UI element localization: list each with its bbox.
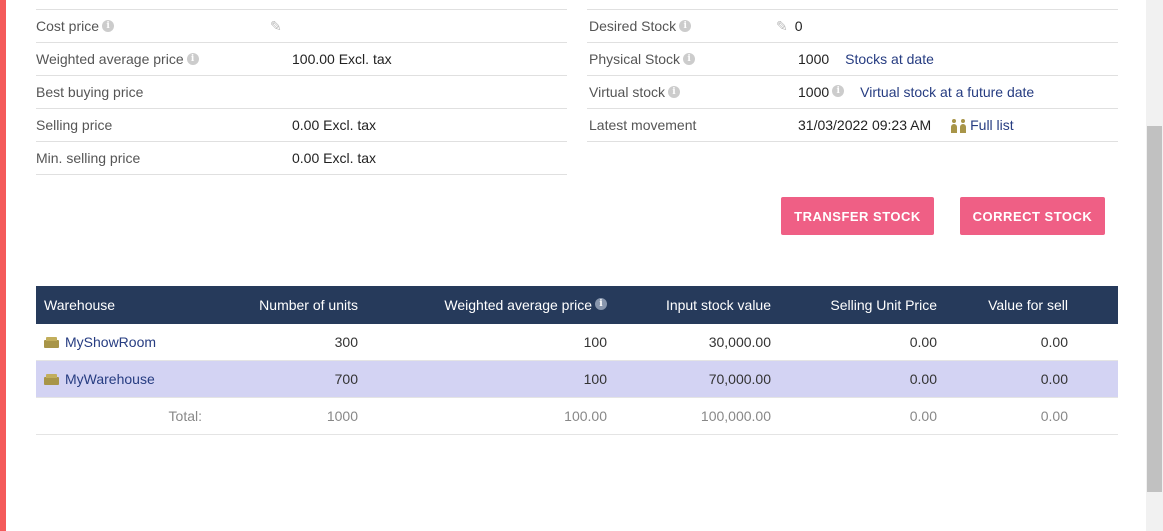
total-units: 1000 [326, 408, 358, 424]
best-buying-price-label: Best buying price [36, 84, 144, 100]
selling-price-label: Selling price [36, 117, 113, 133]
warehouse-stock-table: Warehouse Number of units Weighted avera… [36, 286, 1118, 435]
field-row-best-buying-price: Best buying price [36, 76, 567, 109]
full-list-link-wrap[interactable]: Full list [951, 117, 1014, 133]
input-value-cell: 70,000.00 [708, 371, 771, 387]
value-for-sell-cell: 0.00 [1040, 334, 1068, 350]
field-row-physical-stock: Physical Stock i 1000 Stocks at date [587, 43, 1118, 76]
total-selling-unit-price: 0.00 [909, 408, 937, 424]
warehouse-cell[interactable]: MyShowRoom [36, 324, 202, 360]
field-row-min-selling-price: Min. selling price 0.00 Excl. tax [36, 142, 567, 175]
wap-cell: 100 [583, 371, 607, 387]
table-row: MyWarehouse 700 100 70,000.00 0.00 0.00 [36, 361, 1118, 398]
warehouse-icon [44, 373, 59, 385]
weighted-average-price-value: 100.00 Excl. tax [292, 51, 392, 67]
column-header-input-value: Input stock value [665, 297, 771, 313]
field-row-latest-movement: Latest movement 31/03/2022 09:23 AM Full… [587, 109, 1118, 142]
total-wap: 100.00 [564, 408, 607, 424]
field-row-weighted-average-price: Weighted average price i 100.00 Excl. tax [36, 43, 567, 76]
full-list-link[interactable]: Full list [970, 117, 1014, 133]
virtual-stock-value: 1000 [798, 84, 830, 100]
total-value-for-sell: 0.00 [1040, 408, 1068, 424]
virtual-stock-label: Virtual stock [589, 84, 665, 100]
field-row-top-partial [36, 0, 567, 10]
info-icon[interactable]: i [595, 298, 607, 310]
info-icon[interactable]: i [186, 53, 199, 66]
field-row-cost-price: Cost price i ✎ [36, 10, 567, 43]
info-icon[interactable]: i [683, 53, 696, 66]
table-header: Warehouse Number of units Weighted avera… [36, 286, 1118, 324]
weighted-average-price-label: Weighted average price [36, 51, 184, 67]
column-header-value-for-sell: Value for sell [988, 297, 1068, 313]
pencil-edit-icon[interactable]: ✎ [776, 17, 788, 34]
transfer-stock-button[interactable]: TRANSFER STOCK [781, 197, 934, 235]
wap-cell: 100 [583, 334, 607, 350]
pencil-edit-icon[interactable]: ✎ [270, 17, 282, 34]
price-fields: Cost price i ✎ Weighted average price i 10… [36, 0, 567, 175]
latest-movement-value: 31/03/2022 09:23 AM [798, 117, 932, 133]
units-cell: 700 [334, 371, 358, 387]
column-header-wap-label: Weighted average price [444, 297, 592, 313]
table-row: MyShowRoom 300 100 30,000.00 0.00 0.00 [36, 324, 1118, 361]
field-row-desired-stock: Desired Stock i ✎ 0 [587, 10, 1118, 43]
field-row-top-partial [587, 0, 1118, 10]
vertical-scrollbar[interactable] [1146, 0, 1163, 531]
column-header-selling-unit-price: Selling Unit Price [830, 297, 937, 313]
warehouse-cell[interactable]: MyWarehouse [36, 361, 202, 397]
virtual-stock-future-link[interactable]: Virtual stock at a future date [860, 84, 1035, 100]
min-selling-price-label: Min. selling price [36, 150, 141, 166]
field-row-selling-price: Selling price 0.00 Excl. tax [36, 109, 567, 142]
cost-price-label: Cost price [36, 18, 100, 34]
people-icon [951, 118, 969, 133]
left-accent-bar [0, 0, 6, 531]
total-input-value: 100,000.00 [700, 408, 771, 424]
warehouse-link[interactable]: MyWarehouse [65, 371, 155, 387]
info-icon[interactable]: i [102, 20, 115, 33]
warehouse-icon [44, 336, 59, 348]
info-icon[interactable]: i [679, 20, 692, 33]
stock-fields: Desired Stock i ✎ 0 Physical Stock i 1000 … [587, 0, 1118, 142]
correct-stock-button[interactable]: CORRECT STOCK [960, 197, 1105, 235]
input-value-cell: 30,000.00 [708, 334, 771, 350]
desired-stock-value: 0 [794, 18, 803, 34]
scrollbar-thumb[interactable] [1147, 126, 1162, 492]
stocks-at-date-link[interactable]: Stocks at date [845, 51, 934, 67]
selling-unit-price-cell: 0.00 [909, 334, 937, 350]
info-icon[interactable]: i [668, 86, 680, 99]
warehouse-link[interactable]: MyShowRoom [65, 334, 157, 350]
selling-unit-price-cell: 0.00 [909, 371, 937, 387]
table-total-row: Total: 1000 100.00 100,000.00 0.00 0.00 [36, 398, 1118, 435]
info-icon[interactable]: i [832, 85, 845, 97]
physical-stock-value: 1000 [798, 51, 830, 67]
column-header-units: Number of units [259, 297, 358, 313]
desired-stock-label: Desired Stock [589, 18, 677, 34]
min-selling-price-value: 0.00 Excl. tax [292, 150, 377, 166]
units-cell: 300 [334, 334, 358, 350]
column-header-wap: Weighted average price i [358, 286, 607, 324]
value-for-sell-cell: 0.00 [1040, 371, 1068, 387]
column-header-warehouse: Warehouse [44, 297, 116, 313]
selling-price-value: 0.00 Excl. tax [292, 117, 377, 133]
latest-movement-label: Latest movement [589, 117, 697, 133]
physical-stock-label: Physical Stock [589, 51, 681, 67]
total-label: Total: [168, 408, 202, 424]
field-row-virtual-stock: Virtual stock i 1000 i Virtual stock at a … [587, 76, 1118, 109]
